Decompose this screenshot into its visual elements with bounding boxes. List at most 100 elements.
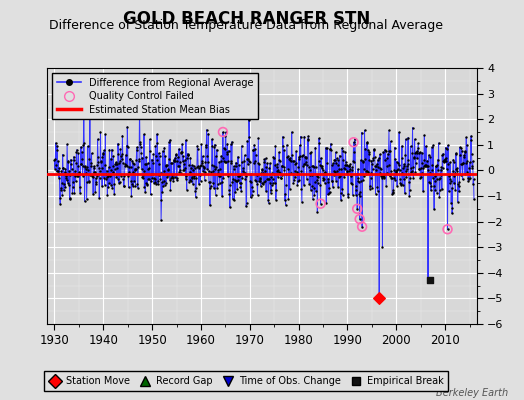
Point [325, 188, 334, 195]
Point [274, 167, 282, 173]
Point [252, 146, 260, 152]
Point [399, 165, 407, 172]
Point [206, 183, 215, 190]
Point [398, 143, 406, 149]
Point [277, 175, 285, 182]
Point [199, 163, 208, 170]
Point [55, 165, 63, 171]
Point [95, 195, 103, 201]
Point [341, 162, 349, 169]
Point [185, 178, 193, 185]
Point [339, 191, 347, 198]
Y-axis label: Monthly Temperature Anomaly Difference (°C): Monthly Temperature Anomaly Difference (… [523, 75, 524, 317]
Point [103, 192, 112, 198]
Point [172, 152, 180, 158]
Point [176, 167, 184, 173]
Point [227, 157, 236, 164]
Point [207, 169, 215, 175]
Point [201, 159, 210, 166]
Point [184, 152, 192, 158]
Point [193, 164, 201, 170]
Point [257, 180, 266, 186]
Point [277, 163, 286, 169]
Point [449, 156, 457, 163]
Point [160, 168, 168, 174]
Point [464, 176, 473, 182]
Point [338, 145, 346, 152]
Point [377, 173, 386, 179]
Point [422, 162, 431, 169]
Point [256, 178, 265, 184]
Point [326, 146, 334, 152]
Point [188, 162, 196, 168]
Point [208, 136, 216, 142]
Point [446, 159, 454, 166]
Point [90, 169, 98, 175]
Point [187, 165, 195, 171]
Point [407, 169, 415, 175]
Point [364, 169, 373, 175]
Point [316, 200, 325, 207]
Point [408, 124, 417, 131]
Point [211, 192, 220, 198]
Point [133, 147, 141, 153]
Point [406, 143, 414, 149]
Point [139, 168, 148, 174]
Point [285, 171, 293, 178]
Point [460, 154, 468, 160]
Point [106, 156, 115, 162]
Point [92, 175, 100, 182]
Point [233, 178, 241, 184]
Point [464, 175, 472, 182]
Point [435, 187, 444, 193]
Point [66, 172, 74, 178]
Point [66, 195, 74, 202]
Point [447, 200, 455, 206]
Point [356, 193, 364, 200]
Point [387, 167, 395, 174]
Point [300, 133, 309, 140]
Point [94, 154, 102, 161]
Point [168, 160, 176, 166]
Point [110, 153, 118, 160]
Point [308, 172, 316, 178]
Point [138, 154, 146, 161]
Point [159, 182, 167, 189]
Point [277, 174, 285, 181]
Point [394, 166, 402, 172]
Point [187, 178, 195, 184]
Point [243, 155, 251, 162]
Point [346, 172, 355, 179]
Point [287, 170, 295, 176]
Point [113, 161, 122, 168]
Point [410, 154, 418, 160]
Point [399, 182, 407, 188]
Point [314, 174, 322, 180]
Point [225, 190, 234, 197]
Point [100, 147, 108, 154]
Point [215, 158, 223, 165]
Point [153, 140, 161, 146]
Point [156, 153, 164, 159]
Point [72, 160, 80, 167]
Point [111, 161, 119, 168]
Point [234, 177, 243, 184]
Point [52, 162, 60, 168]
Point [403, 157, 412, 163]
Point [355, 216, 364, 222]
Point [372, 167, 380, 173]
Point [74, 163, 82, 169]
Point [249, 160, 258, 167]
Point [229, 176, 237, 182]
Point [71, 168, 79, 175]
Point [270, 155, 278, 161]
Point [310, 185, 318, 191]
Point [417, 165, 425, 171]
Point [155, 172, 163, 178]
Point [452, 166, 461, 173]
Point [258, 166, 266, 172]
Point [117, 156, 126, 162]
Point [438, 186, 446, 193]
Point [260, 158, 268, 165]
Point [373, 161, 381, 167]
